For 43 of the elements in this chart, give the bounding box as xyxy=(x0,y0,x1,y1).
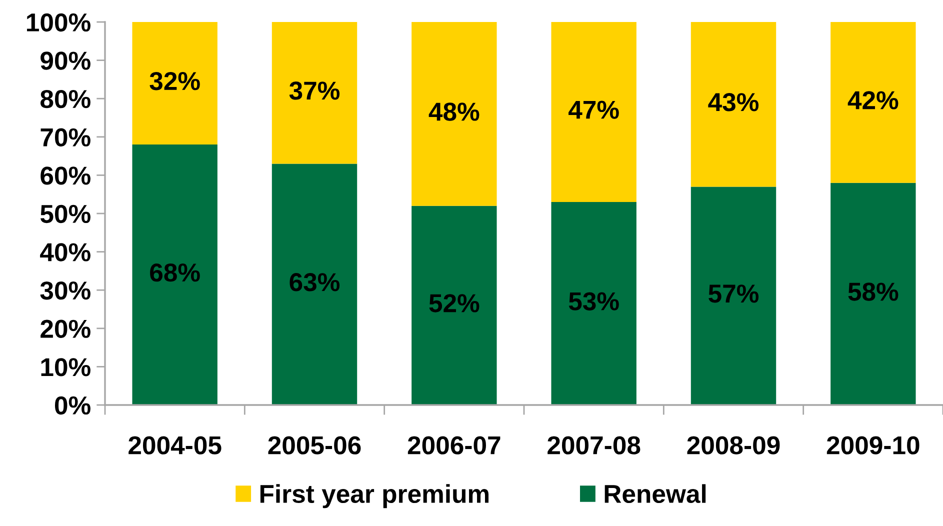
y-tick-label: 60% xyxy=(40,166,90,185)
y-tick-label: 10% xyxy=(41,358,90,376)
bar xyxy=(830,182,916,405)
bar xyxy=(551,202,636,405)
bar xyxy=(551,22,636,202)
bar xyxy=(132,22,218,145)
data-label: 53% xyxy=(568,292,619,310)
y-tick-label: 40% xyxy=(40,243,90,262)
data-label: 37% xyxy=(289,82,340,100)
bar xyxy=(272,164,358,405)
data-label: 57% xyxy=(708,284,759,303)
x-tick-label: 2009-10 xyxy=(826,436,920,454)
data-label: 47% xyxy=(568,100,619,119)
x-tick-label: 2005-06 xyxy=(268,436,361,454)
y-tick-label: 30% xyxy=(40,281,90,300)
y-tick-label: 50% xyxy=(40,204,90,224)
bar xyxy=(412,206,497,405)
x-tick-label: 2008-09 xyxy=(687,436,780,454)
data-label: 32% xyxy=(150,72,200,90)
data-label: 68% xyxy=(150,263,200,282)
bar xyxy=(132,144,218,405)
legend-label: First year premium xyxy=(260,484,488,508)
bar xyxy=(690,186,776,405)
y-tick-label: 100% xyxy=(27,13,90,32)
bar xyxy=(412,22,497,206)
x-tick-label: 2006-07 xyxy=(408,436,500,454)
data-label: 43% xyxy=(708,93,759,112)
x-tick-label: 2004-05 xyxy=(128,436,222,454)
bar xyxy=(830,22,916,183)
data-label: 63% xyxy=(290,273,340,292)
data-label: 42% xyxy=(848,91,898,110)
y-tick-label: 20% xyxy=(40,320,90,338)
legend-label: Renewal xyxy=(604,484,706,504)
x-tick-label: 2007-08 xyxy=(548,436,640,454)
bar xyxy=(272,22,358,164)
y-tick-label: 0% xyxy=(54,396,90,415)
data-label: 48% xyxy=(428,102,480,121)
data-label: 52% xyxy=(429,294,480,312)
y-tick-label: 90% xyxy=(40,52,90,70)
data-label: 58% xyxy=(848,282,898,301)
y-tick-label: 80% xyxy=(40,90,90,108)
bar xyxy=(690,22,776,187)
y-tick-label: 70% xyxy=(40,128,90,146)
